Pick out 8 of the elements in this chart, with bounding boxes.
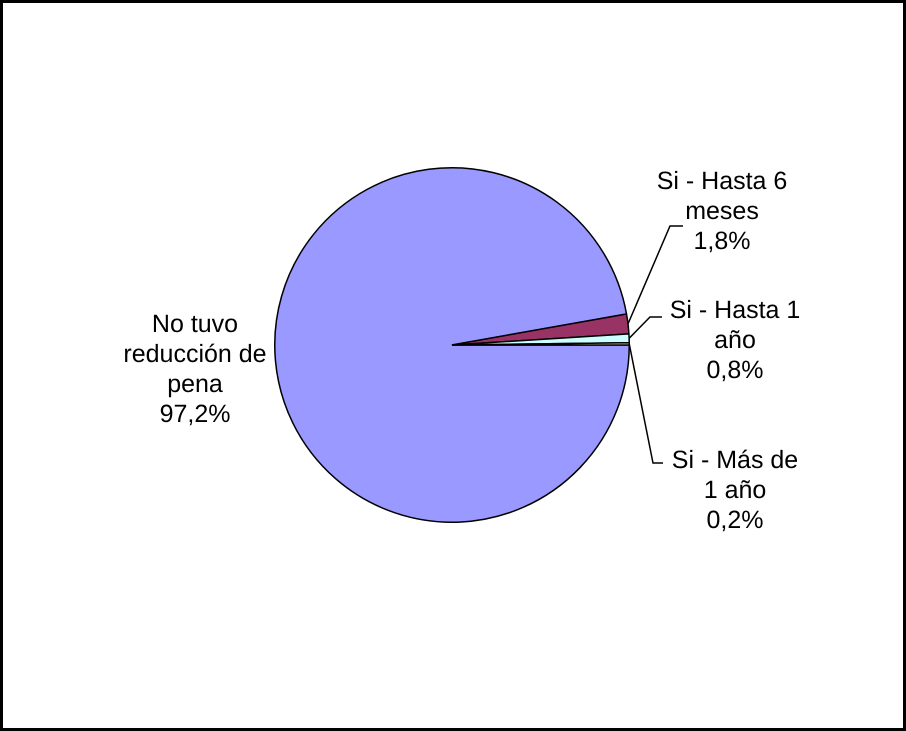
slice-label: No tuvo reducción de pena — [123, 310, 267, 398]
data-label: 1,8% — [694, 226, 750, 255]
slice-label: Si - Hasta 6 meses — [656, 166, 788, 225]
data-label: 97,2% — [160, 400, 230, 428]
data-label: 0,8% — [706, 356, 764, 384]
data-label: 0,2% — [706, 506, 764, 534]
slice-label: Si - Hasta 1 año — [670, 296, 800, 354]
slice-label: Si - Más de 1 año — [672, 446, 798, 504]
